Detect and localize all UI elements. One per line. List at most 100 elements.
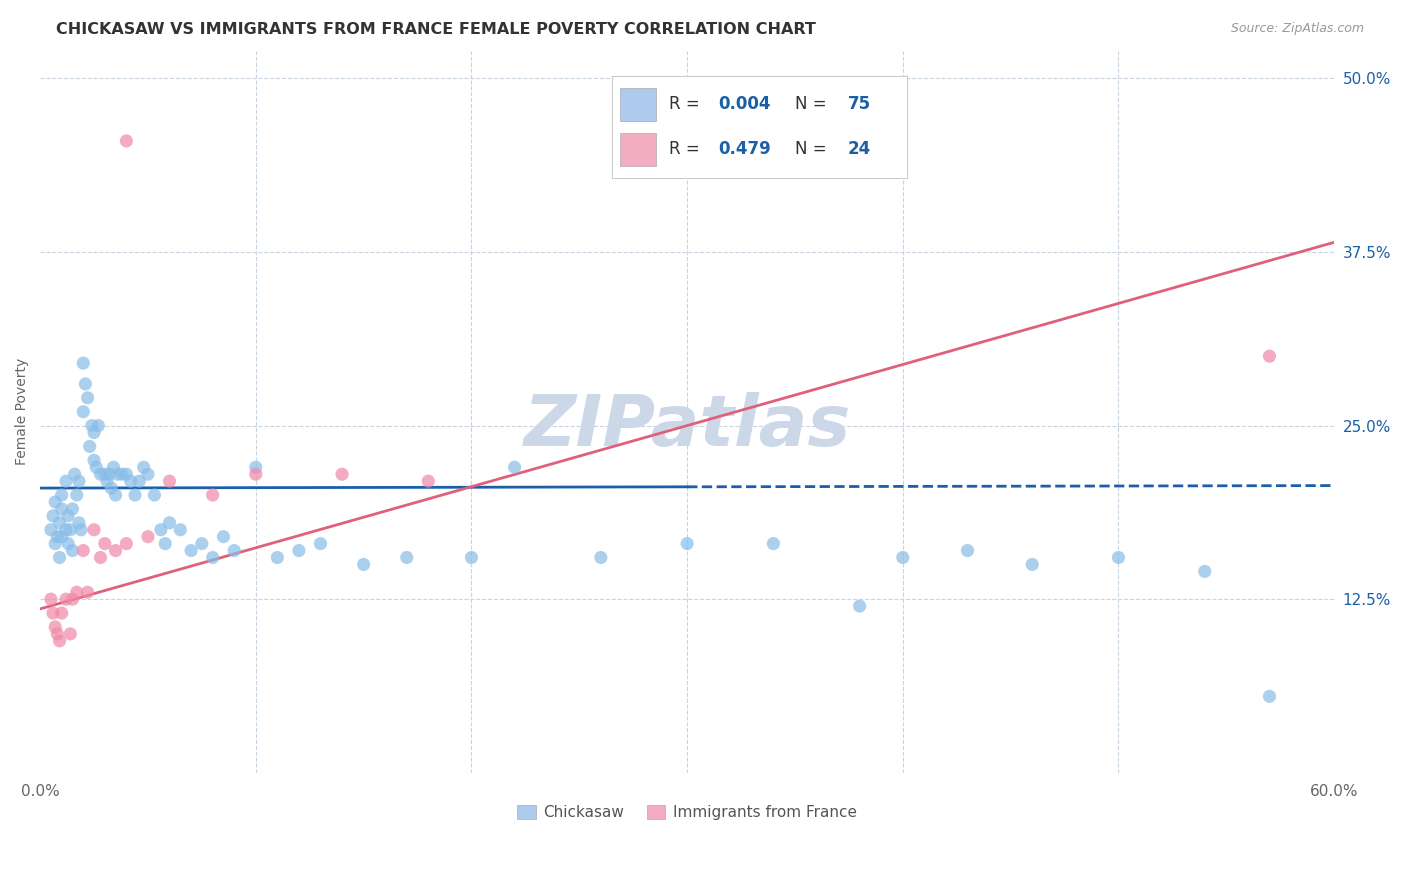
Point [83,523,105,537]
Point [66,585,89,599]
Text: CHICKASAW VS IMMIGRANTS FROM FRANCE FEMALE POVERTY CORRELATION CHART: CHICKASAW VS IMMIGRANTS FROM FRANCE FEMA… [56,22,815,37]
Y-axis label: Female Poverty: Female Poverty [15,358,30,466]
Point [42,606,65,620]
Point [63,467,86,482]
Point [46,627,69,641]
Point [956,543,979,558]
Point [55,523,77,537]
Point [59,523,82,537]
Point [51,530,73,544]
Point [1258,690,1281,704]
Point [330,467,353,482]
Point [115,467,138,482]
Point [503,460,526,475]
Point [1021,558,1043,572]
Point [67,516,90,530]
Point [132,460,155,475]
Point [353,558,375,572]
Point [72,356,94,370]
Point [89,467,111,482]
Point [51,488,73,502]
Text: ZIPatlas: ZIPatlas [523,392,851,460]
Point [136,467,159,482]
Point [1194,565,1216,579]
Point [589,550,612,565]
Point [94,467,117,482]
Point [44,536,66,550]
Point [83,425,105,440]
Point [191,536,214,550]
Bar [620,88,655,121]
Point [848,599,870,613]
Point [266,550,288,565]
Point [46,530,69,544]
Point [128,474,150,488]
Point [169,523,191,537]
Point [212,530,235,544]
Point [94,536,117,550]
Point [159,474,181,488]
Point [124,488,146,502]
Point [76,585,98,599]
Point [288,543,311,558]
Point [111,467,134,482]
Point [75,376,97,391]
Point [309,536,332,550]
Point [62,502,84,516]
Point [107,467,129,482]
Point [104,488,127,502]
Point [51,606,73,620]
Text: N =: N = [794,95,831,113]
Point [44,495,66,509]
Text: 0.004: 0.004 [718,95,770,113]
Point [76,391,98,405]
Point [891,550,914,565]
Text: 24: 24 [848,140,872,158]
Point [83,453,105,467]
Point [96,474,118,488]
Point [48,550,70,565]
Point [395,550,418,565]
Point [159,516,181,530]
Point [115,536,138,550]
Point [44,620,66,634]
Point [42,508,65,523]
Point [72,405,94,419]
Point [100,481,122,495]
Point [143,488,166,502]
Text: 75: 75 [848,95,870,113]
Point [55,592,77,607]
Text: 0.479: 0.479 [718,140,770,158]
Point [224,543,246,558]
Point [180,543,202,558]
Point [62,543,84,558]
Point [84,460,107,475]
Point [59,627,82,641]
Point [56,508,79,523]
Point [1258,349,1281,363]
Text: R =: R = [669,140,706,158]
Point [460,550,482,565]
Text: Source: ZipAtlas.com: Source: ZipAtlas.com [1230,22,1364,36]
Text: N =: N = [794,140,831,158]
Point [79,439,101,453]
Point [62,592,84,607]
Point [245,460,267,475]
Point [762,536,785,550]
Point [201,488,224,502]
Point [51,502,73,516]
Point [104,543,127,558]
Legend: Chickasaw, Immigrants from France: Chickasaw, Immigrants from France [512,799,863,827]
Point [56,536,79,550]
Point [153,536,176,550]
Point [418,474,440,488]
Point [676,536,699,550]
Point [87,418,110,433]
Point [39,523,62,537]
Point [48,633,70,648]
Point [1108,550,1130,565]
Point [115,134,138,148]
Point [80,418,103,433]
Point [48,516,70,530]
Point [149,523,172,537]
